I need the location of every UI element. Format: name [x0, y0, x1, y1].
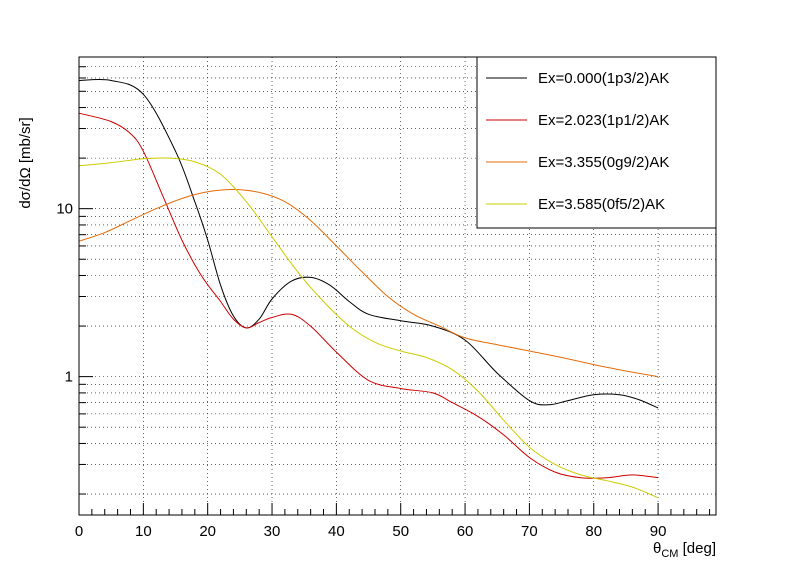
legend-label: Ex=3.585(0f5/2)AK [538, 196, 665, 213]
x-tick-label: 70 [521, 523, 538, 540]
x-tick-label: 0 [75, 523, 83, 540]
x-tick-label: 30 [264, 523, 281, 540]
legend-box [476, 56, 717, 229]
y-axis-title: dσ/dΩ [mb/sr] [17, 117, 34, 208]
series-line [78, 112, 659, 479]
x-tick-label: 20 [199, 523, 216, 540]
x-tick-label: 90 [650, 523, 667, 540]
x-tick-label: 40 [328, 523, 345, 540]
legend: Ex=0.000(1p3/2)AK Ex=2.023(1p1/2)AK Ex=3.3… [476, 56, 717, 229]
legend-label: Ex=3.355(0g9/2)AK [538, 154, 669, 171]
series-line [78, 78, 659, 409]
series-line [78, 157, 659, 499]
legend-label: Ex=0.000(1p3/2)AK [538, 70, 669, 87]
x-tick-label: 80 [585, 523, 602, 540]
tick-labels: 0 10 20 30 40 50 60 70 80 90 1 10 [56, 201, 666, 540]
series-line [78, 188, 659, 378]
legend-label: Ex=2.023(1p1/2)AK [538, 112, 669, 129]
x-tick-label: 60 [457, 523, 474, 540]
y-tick-label: 1 [65, 369, 73, 386]
series-lines [78, 78, 659, 499]
x-axis-title: θCM [deg] [653, 540, 716, 560]
axis-ticks [78, 56, 711, 515]
x-tick-label: 50 [392, 523, 409, 540]
x-tick-label: 10 [135, 523, 152, 540]
plot-frame [78, 56, 717, 516]
y-tick-label: 10 [56, 201, 73, 218]
